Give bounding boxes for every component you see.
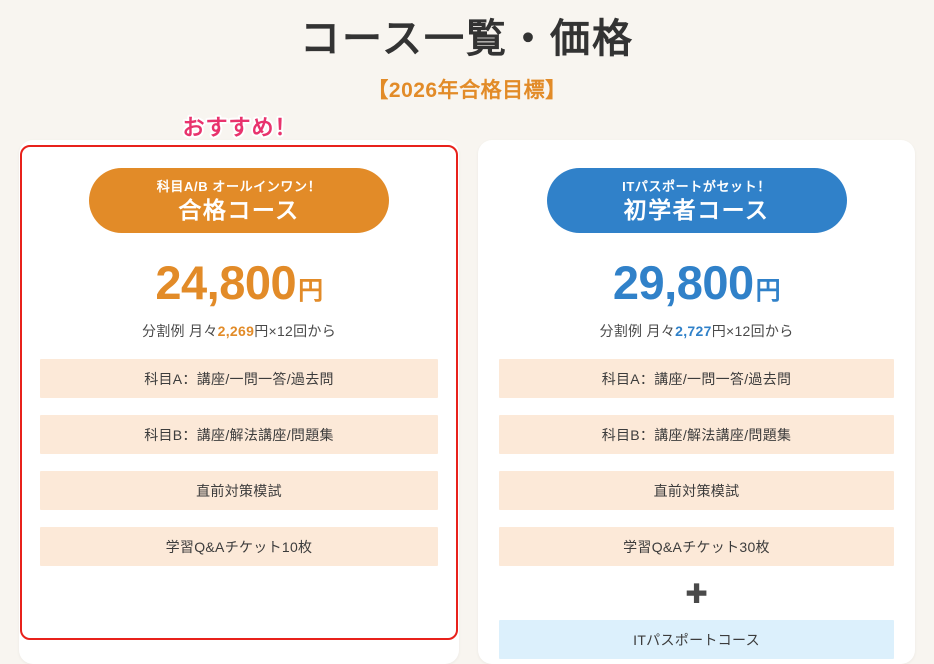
page-header: コース一覧・価格 【2026年合格目標】 bbox=[0, 0, 934, 104]
feature-row: 学習Q&Aチケット30枚 bbox=[499, 527, 894, 566]
feature-row: 科目A：講座/一問一答/過去問 bbox=[40, 359, 438, 398]
feature-row: 科目B：講座/解法講座/問題集 bbox=[499, 415, 894, 454]
feature-row: 直前対策模試 bbox=[40, 471, 438, 510]
price-value: 24,800 bbox=[155, 256, 297, 309]
feature-row: 科目A：講座/一問一答/過去問 bbox=[499, 359, 894, 398]
course-card-goukaku[interactable]: 科目A/B オールインワン！ 合格コース 24,800円 分割例 月々2,269… bbox=[19, 140, 459, 664]
course-card-inner: 科目A/B オールインワン！ 合格コース 24,800円 分割例 月々2,269… bbox=[19, 140, 459, 664]
feature-list: 科目A：講座/一問一答/過去問 科目B：講座/解法講座/問題集 直前対策模試 学… bbox=[499, 359, 894, 659]
price-currency-unit: 円 bbox=[298, 277, 323, 305]
installment-suffix: 円×12回から bbox=[711, 323, 794, 339]
plus-icon: ✚ bbox=[685, 579, 708, 609]
installment-amount: 2,727 bbox=[675, 323, 712, 339]
price-currency-unit: 円 bbox=[755, 277, 781, 305]
installment-amount: 2,269 bbox=[217, 323, 255, 339]
installment-note: 分割例 月々2,269円×12回から bbox=[40, 321, 438, 341]
recommend-badge: おすすめ！ bbox=[182, 115, 298, 140]
course-pill-title: 初学者コース bbox=[623, 196, 770, 223]
price-amount: 24,800円 bbox=[40, 259, 438, 306]
price-block: 29,800円 分割例 月々2,727円×12回から bbox=[499, 259, 894, 341]
feature-row: 直前対策模試 bbox=[499, 471, 894, 510]
addon-feature-row: ITパスポートコース bbox=[499, 620, 894, 659]
installment-prefix: 分割例 月々 bbox=[599, 323, 676, 339]
course-pill-subtitle: ITパスポートがセット！ bbox=[622, 178, 771, 194]
course-pill-header: ITパスポートがセット！ 初学者コース bbox=[546, 168, 847, 233]
price-block: 24,800円 分割例 月々2,269円×12回から bbox=[40, 259, 438, 341]
page-title: コース一覧・価格 bbox=[300, 17, 634, 61]
course-pill-title: 合格コース bbox=[178, 196, 300, 223]
feature-row: 科目B：講座/解法講座/問題集 bbox=[40, 415, 438, 454]
page-subtitle: 【2026年合格目標】 bbox=[367, 79, 567, 102]
feature-row: 学習Q&Aチケット10枚 bbox=[40, 527, 438, 566]
course-card-inner: ITパスポートがセット！ 初学者コース 29,800円 分割例 月々2,727円… bbox=[478, 140, 915, 664]
installment-prefix: 分割例 月々 bbox=[141, 323, 218, 339]
course-cards-container: 科目A/B オールインワン！ 合格コース 24,800円 分割例 月々2,269… bbox=[0, 140, 934, 664]
price-amount: 29,800円 bbox=[499, 259, 894, 306]
course-pill-header: 科目A/B オールインワン！ 合格コース bbox=[89, 168, 389, 233]
course-card-shogakusha[interactable]: ITパスポートがセット！ 初学者コース 29,800円 分割例 月々2,727円… bbox=[478, 140, 915, 664]
feature-list: 科目A：講座/一問一答/過去問 科目B：講座/解法講座/問題集 直前対策模試 学… bbox=[40, 359, 438, 566]
installment-suffix: 円×12回から bbox=[254, 323, 337, 339]
installment-note: 分割例 月々2,727円×12回から bbox=[499, 321, 894, 341]
price-value: 29,800 bbox=[612, 256, 754, 309]
course-pill-subtitle: 科目A/B オールインワン！ bbox=[156, 178, 322, 194]
